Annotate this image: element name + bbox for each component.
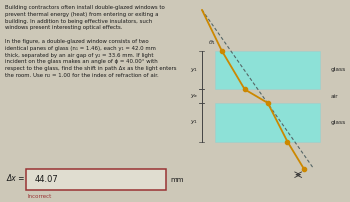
Text: glass: glass: [330, 67, 345, 73]
Text: $y_a$: $y_a$: [190, 92, 199, 100]
Text: $y_1$: $y_1$: [190, 118, 199, 126]
Bar: [215, 50, 320, 89]
Text: mm: mm: [170, 177, 184, 183]
Text: glass: glass: [330, 120, 345, 125]
Text: air: air: [330, 94, 338, 99]
Text: $y_1$: $y_1$: [190, 66, 199, 74]
Text: $\theta_1$: $\theta_1$: [208, 38, 216, 47]
Bar: [215, 103, 320, 142]
Text: 44.07: 44.07: [35, 175, 59, 184]
Text: Δx =: Δx =: [6, 174, 25, 183]
Text: Incorrect: Incorrect: [28, 194, 52, 199]
Bar: [26, 169, 166, 190]
Text: Building contractors often install double-glazed windows to
prevent thermal ener: Building contractors often install doubl…: [5, 5, 177, 78]
